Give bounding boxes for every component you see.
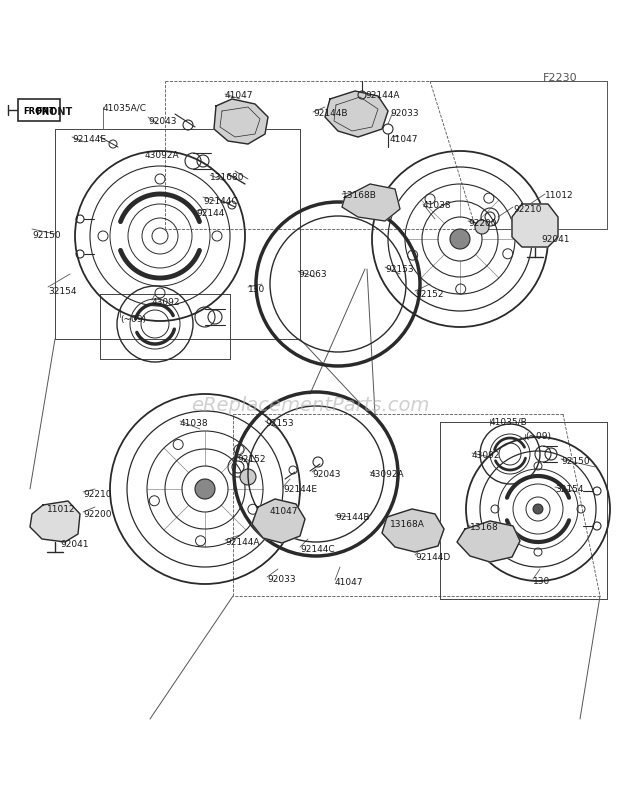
FancyBboxPatch shape [18, 100, 60, 122]
Text: 41035A/C: 41035A/C [103, 103, 147, 113]
Text: 92033: 92033 [267, 575, 296, 584]
Text: 92153: 92153 [265, 419, 294, 428]
Text: 41047: 41047 [225, 90, 254, 100]
Text: 92144C: 92144C [300, 545, 335, 554]
Text: 92063: 92063 [298, 270, 327, 279]
Text: 92144B: 92144B [313, 109, 347, 118]
Text: 92144C: 92144C [203, 197, 237, 206]
Circle shape [195, 479, 215, 500]
Text: 41038: 41038 [423, 201, 451, 210]
Text: F2230: F2230 [543, 73, 578, 83]
Polygon shape [512, 204, 558, 247]
Text: 92043: 92043 [312, 470, 340, 479]
Text: 130: 130 [248, 285, 265, 294]
Text: 13168A: 13168A [390, 520, 425, 529]
Text: (~09): (~09) [120, 315, 146, 324]
Text: 92200: 92200 [468, 219, 497, 228]
Text: 92043: 92043 [148, 118, 177, 127]
Text: 92153: 92153 [385, 265, 414, 274]
Text: 41047: 41047 [270, 507, 298, 516]
Polygon shape [252, 500, 305, 543]
Text: 41038: 41038 [180, 419, 208, 428]
Text: 92150: 92150 [561, 457, 590, 466]
Text: 13168: 13168 [470, 523, 498, 532]
Polygon shape [30, 501, 80, 543]
Text: 92033: 92033 [390, 109, 419, 118]
Text: FRONT: FRONT [35, 107, 73, 117]
Text: 92200: 92200 [83, 510, 112, 519]
Text: 92144: 92144 [196, 209, 224, 218]
Text: (~09): (~09) [525, 432, 551, 441]
Text: FRONT: FRONT [23, 107, 55, 116]
Text: 13168B: 13168B [342, 191, 377, 200]
Text: 92210: 92210 [513, 205, 541, 214]
Text: 11012: 11012 [47, 505, 76, 514]
Text: 41047: 41047 [390, 135, 419, 144]
Text: 43092A: 43092A [145, 150, 180, 159]
Text: 92152: 92152 [415, 290, 443, 299]
Text: 92144D: 92144D [415, 553, 450, 562]
Text: 11012: 11012 [545, 191, 574, 200]
Polygon shape [214, 100, 268, 145]
Polygon shape [342, 185, 400, 221]
Text: 32154: 32154 [555, 485, 583, 494]
Polygon shape [457, 521, 520, 562]
Text: 130: 130 [533, 577, 551, 586]
Text: 92210: 92210 [83, 490, 112, 499]
Polygon shape [325, 92, 388, 138]
Circle shape [475, 221, 489, 234]
Text: 92144A: 92144A [365, 90, 399, 100]
Text: 43092A: 43092A [370, 470, 405, 479]
Text: 43092: 43092 [472, 451, 500, 460]
Circle shape [240, 470, 256, 486]
Text: 92150: 92150 [32, 230, 61, 239]
Text: 43092: 43092 [152, 298, 180, 307]
Circle shape [450, 230, 470, 250]
Text: 41035/B: 41035/B [490, 417, 528, 426]
Polygon shape [382, 509, 444, 552]
Circle shape [533, 504, 543, 514]
Text: 131680: 131680 [210, 174, 244, 182]
Text: eReplacementParts.com: eReplacementParts.com [191, 396, 429, 415]
Text: 92152: 92152 [237, 455, 265, 464]
Text: 92144E: 92144E [72, 135, 106, 144]
Text: 32154: 32154 [48, 287, 76, 296]
Text: 92041: 92041 [541, 235, 570, 244]
Text: 41047: 41047 [335, 577, 363, 587]
Text: 92041: 92041 [60, 540, 89, 549]
Text: 92144B: 92144B [335, 513, 370, 521]
Text: 92144E: 92144E [283, 485, 317, 494]
Text: 92144A: 92144A [225, 538, 260, 547]
